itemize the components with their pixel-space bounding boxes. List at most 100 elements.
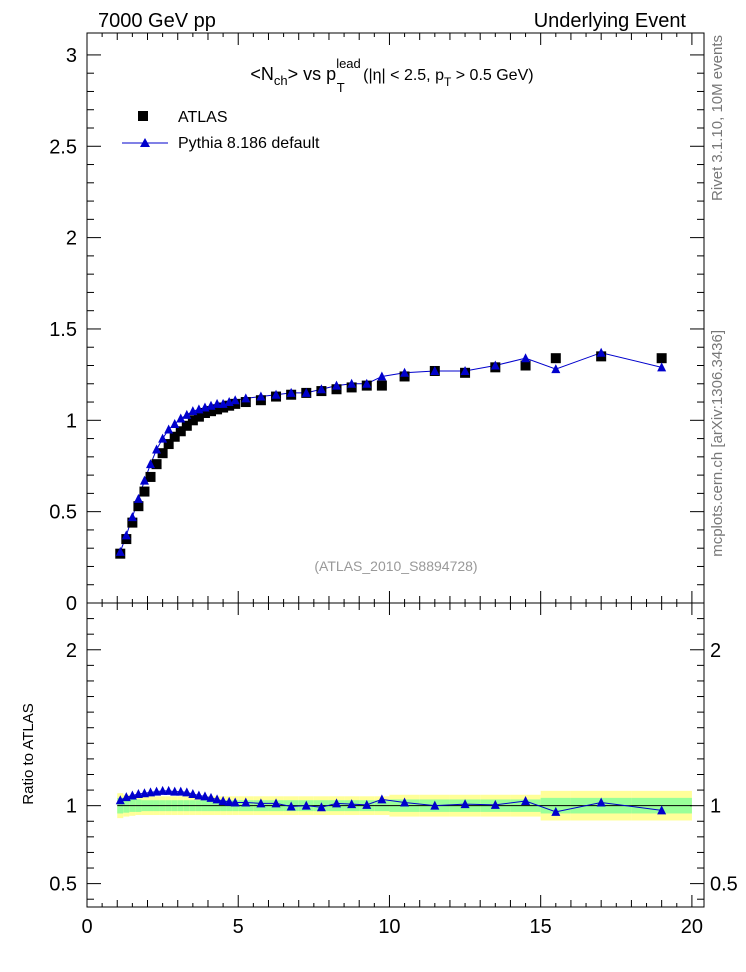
pythia-point <box>332 380 342 390</box>
atlas-point <box>181 420 192 431</box>
title-lead: lead <box>336 56 361 71</box>
main-panel: 0.5 1 1.5 2 2.5 3 0 <box>49 32 705 615</box>
pythia-point <box>657 362 667 372</box>
ratio-pythia-point <box>316 802 326 812</box>
ratio-pythia-point <box>256 798 266 808</box>
atlas-point <box>133 501 144 512</box>
main-y-tick-label: 3 <box>66 45 77 67</box>
pythia-point <box>301 387 311 397</box>
title-T2: T <box>444 75 452 89</box>
main-y-tick-label: 2.5 <box>49 136 77 158</box>
title-T: T <box>337 80 345 95</box>
pythia-point <box>596 347 606 357</box>
pythia-point <box>271 389 281 399</box>
ratio-y-tick-label: 2 <box>66 640 77 662</box>
pythia-point <box>362 378 372 388</box>
x-tick-label: 5 <box>233 916 244 938</box>
atlas-point <box>169 431 180 442</box>
ratio-pythia-point <box>188 788 198 798</box>
atlas-point <box>163 439 174 450</box>
ratio-y-tick-label-right: 1 <box>710 796 721 818</box>
mcplots-label: mcplots.cern.ch [arXiv:1306.3436] <box>709 330 726 557</box>
legend: ATLAS Pythia 8.186 default <box>122 109 320 152</box>
ratio-pythia-point <box>430 800 440 810</box>
ratio-pythia-point <box>241 797 251 807</box>
atlas-point <box>520 360 531 371</box>
pythia-point <box>377 371 387 381</box>
pythia-point <box>158 433 168 443</box>
main-y-tick-label: 1 <box>66 410 77 432</box>
ratio-pythia-point <box>133 788 143 798</box>
atlas-point <box>127 517 138 528</box>
atlas-point <box>376 380 387 391</box>
ratio-pythia-point <box>182 787 192 797</box>
x-tick-label: 0 <box>81 916 92 938</box>
x-tick-label: 20 <box>681 916 703 938</box>
pythia-point <box>115 546 125 556</box>
ratio-pythia-point <box>460 799 470 809</box>
atlas-point <box>212 404 223 415</box>
pythia-point <box>133 493 143 503</box>
x-tick-label: 10 <box>378 916 400 938</box>
atlas-point <box>139 486 150 497</box>
pythia-point <box>490 360 500 370</box>
rivet-label: Rivet 3.1.10, 10M events <box>709 35 726 201</box>
atlas-point <box>206 406 217 417</box>
ratio-pythia-point <box>194 790 204 800</box>
title-prefix: <N <box>250 64 274 84</box>
ratio-pythia-point <box>230 797 240 807</box>
atlas-point <box>157 448 168 459</box>
pythia-point <box>521 353 531 363</box>
ratio-pythia-point <box>490 799 500 809</box>
ratio-pythia-point <box>206 792 216 802</box>
ratio-pythia-point <box>158 785 168 795</box>
pythia-line <box>119 352 662 553</box>
title-mid: > vs p <box>288 64 337 84</box>
pythia-point <box>170 418 180 428</box>
atlas-point <box>151 459 162 470</box>
pythia-point <box>121 530 131 540</box>
atlas-point <box>193 411 204 422</box>
ratio-panel: 0 5 10 15 20 0.5 0.5 1 1 2 2 <box>49 602 738 938</box>
ratio-pythia-point <box>377 794 387 804</box>
title-ch: ch <box>274 73 288 88</box>
pythia-point <box>182 409 192 419</box>
pythia-point <box>316 384 326 394</box>
pythia-point <box>241 393 251 403</box>
ratio-pythia-point <box>212 794 222 804</box>
x-tick-label: 15 <box>530 916 552 938</box>
atlas-point <box>145 471 156 482</box>
ratio-pythia-point <box>362 799 372 809</box>
ratio-pythia-point <box>224 796 234 806</box>
ratio-pythia-point <box>218 795 228 805</box>
title-cut2: > 0.5 GeV) <box>451 67 533 84</box>
pythia-point <box>212 398 222 408</box>
pythia-point <box>127 512 137 522</box>
pythia-point <box>139 475 149 485</box>
ratio-pythia-point <box>176 786 186 796</box>
pythia-point <box>460 365 470 375</box>
pythia-point <box>286 387 296 397</box>
atlas-point <box>199 408 210 418</box>
pythia-point <box>347 378 357 388</box>
atlas-point <box>656 353 667 364</box>
ratio-pythia-point <box>170 786 180 796</box>
ratio-frame-border <box>86 602 705 908</box>
pythia-point <box>400 367 410 377</box>
ratio-pythia-point <box>146 787 156 797</box>
pythia-point <box>146 459 156 469</box>
legend-atlas-label: ATLAS <box>178 109 228 126</box>
ratio-pythia-point <box>115 795 125 805</box>
ratio-pythia-point <box>657 805 667 815</box>
header-left: 7000 GeV pp <box>98 10 216 32</box>
main-y-zero-label: 0 <box>66 593 77 615</box>
ratio-pythia-point <box>286 801 296 811</box>
pythia-point <box>551 364 561 374</box>
pythia-point <box>430 365 440 375</box>
atlas-point <box>187 415 198 426</box>
pythia-point <box>152 444 162 454</box>
ratio-pythia-point <box>152 786 162 796</box>
atlas-point <box>550 353 561 364</box>
ratio-ylabel: Ratio to ATLAS <box>20 703 37 804</box>
